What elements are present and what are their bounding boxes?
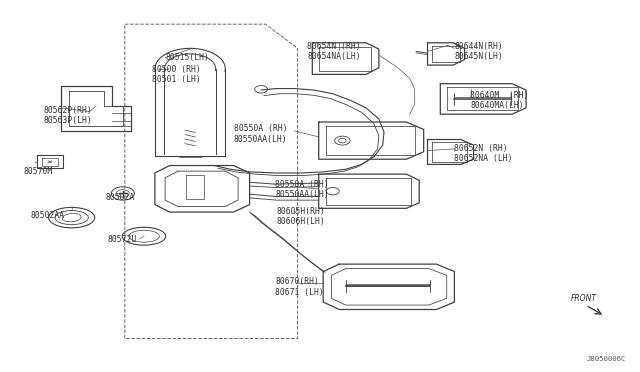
Text: 80550A (RH)
80550AA(LH): 80550A (RH) 80550AA(LH): [234, 124, 287, 144]
Text: J8050006C: J8050006C: [586, 356, 626, 362]
Text: 80502A: 80502A: [106, 193, 135, 202]
Text: 80652N (RH)
80652NA (LH): 80652N (RH) 80652NA (LH): [454, 144, 513, 163]
Text: 80640M  (RH)
80640MA(LH): 80640M (RH) 80640MA(LH): [470, 91, 529, 110]
Text: 80550A (RH)
80550AA(LH): 80550A (RH) 80550AA(LH): [275, 180, 329, 199]
Text: 80570M: 80570M: [24, 167, 53, 176]
Text: 80572U: 80572U: [108, 235, 137, 244]
Text: 80562P(RH)
80563P(LH): 80562P(RH) 80563P(LH): [44, 106, 92, 125]
Text: 80605H(RH)
80606H(LH): 80605H(RH) 80606H(LH): [276, 207, 325, 226]
Text: 80644N(RH)
80645N(LH): 80644N(RH) 80645N(LH): [454, 42, 503, 61]
Text: FRONT: FRONT: [571, 294, 597, 302]
Text: 80654N (RH)
80654NA(LH): 80654N (RH) 80654NA(LH): [307, 42, 361, 61]
Text: 80670(RH)
80671 (LH): 80670(RH) 80671 (LH): [275, 278, 324, 297]
Text: 80500 (RH)
80501 (LH): 80500 (RH) 80501 (LH): [152, 65, 200, 84]
Text: 80515(LH): 80515(LH): [165, 53, 209, 62]
Text: 80502AA: 80502AA: [31, 211, 65, 220]
